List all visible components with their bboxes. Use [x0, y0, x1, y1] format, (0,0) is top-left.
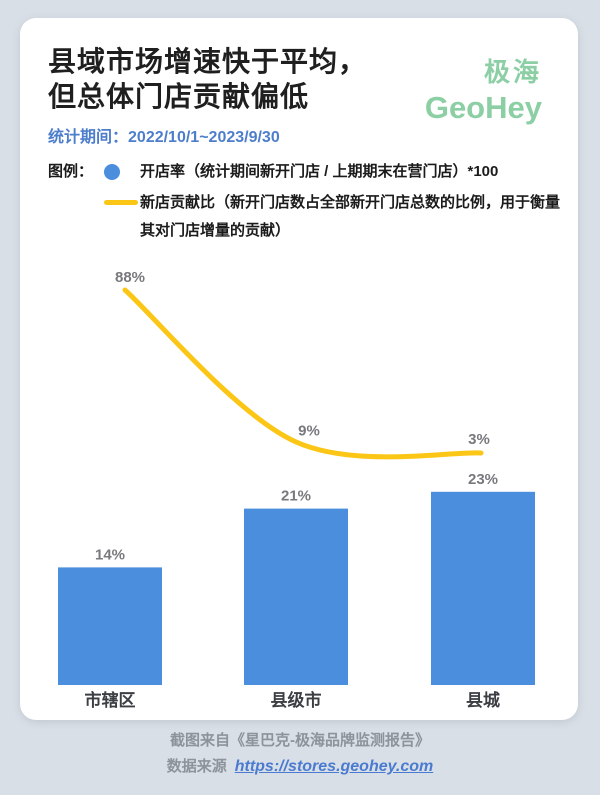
bar-value-label: 14%: [95, 546, 125, 563]
contribution-line-icon: [104, 200, 138, 205]
legend-contribution-text: 新店贡献比（新开门店数占全部新开门店总数的比例，用于衡量其对门店增量的贡献）: [140, 194, 561, 239]
geohey-logo: 极海 GeoHey: [425, 52, 542, 126]
category-label: 县级市: [271, 690, 322, 710]
stat-period-label: 统计期间：: [48, 129, 129, 146]
legend: 图例： 开店率（统计期间新开门店 / 上期期末在营门店）*100 新店贡献比（新…: [48, 161, 564, 251]
line-value-label: 3%: [468, 431, 490, 448]
footer-source-note: 截图来自《星巴克-极海品牌监测报告》: [170, 732, 430, 749]
stat-period: 统计期间：2022/10/1~2023/9/30: [48, 123, 280, 147]
category-label: 市辖区: [85, 690, 136, 710]
page-title-line2: 但总体门店贡献偏低: [48, 81, 310, 112]
footer: 截图来自《星巴克-极海品牌监测报告》 数据来源 https://stores.ge…: [0, 729, 600, 776]
footer-data-source-label: 数据来源: [166, 758, 227, 775]
bar-value-label: 21%: [281, 488, 311, 505]
line-value-label: 9%: [298, 422, 320, 439]
footer-link[interactable]: https://stores.geohey.com: [234, 758, 434, 775]
bar: [431, 491, 535, 685]
page-title-line1: 县域市场增速快于平均，: [48, 46, 368, 77]
legend-item-open-rate: 开店率（统计期间新开门店 / 上期期末在营门店）*100: [104, 161, 564, 183]
logo-text-en: GeoHey: [424, 90, 542, 125]
report-card: 县域市场增速快于平均， 但总体门店贡献偏低 极海 GeoHey 统计期间：202…: [20, 18, 578, 720]
bar: [58, 567, 162, 685]
category-label: 县城: [466, 691, 500, 710]
open-rate-dot-icon: [104, 164, 120, 180]
page-title: 县域市场增速快于平均， 但总体门店贡献偏低: [48, 44, 367, 114]
line-value-label: 88%: [115, 269, 145, 286]
bar: [244, 508, 348, 685]
legend-item-contribution: 新店贡献比（新开门店数占全部新开门店总数的比例，用于衡量其对门店增量的贡献）: [104, 189, 564, 245]
chart-svg: 14% 市辖区 21% 县级市 23% 县城 88% 9% 3%: [58, 269, 535, 710]
line-path: [122, 287, 484, 460]
stat-period-value: 2022/10/1~2023/9/30: [128, 129, 280, 146]
bar-value-label: 23%: [468, 471, 498, 488]
legend-open-rate-text: 开店率（统计期间新开门店 / 上期期末在营门店）*100: [140, 163, 499, 180]
logo-text-cn: 极海: [483, 57, 542, 87]
legend-label: 图例：: [48, 163, 94, 180]
